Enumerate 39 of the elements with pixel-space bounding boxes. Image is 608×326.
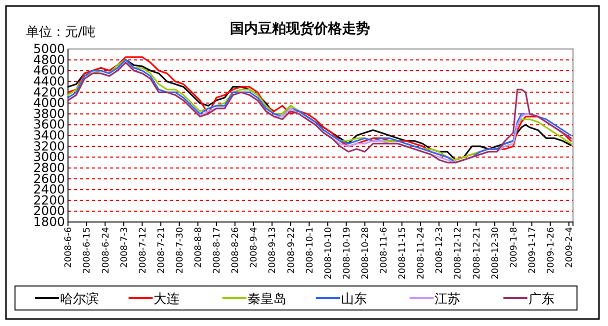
x-tick-label: 2008-8-8 [194,226,204,268]
x-tick-label: 2008-6-24 [101,226,112,274]
x-tick-label: 2008-12-21 [472,227,482,280]
x-tick-label: 2008-7-21 [156,227,167,274]
legend-label: 广东 [528,292,554,307]
x-tick-label: 2008-7-12 [138,227,148,274]
x-tick-label: 2008-12-12 [454,227,464,280]
x-tick-label: 2008-10-28 [360,226,371,280]
x-tick-label: 2008-11-24 [416,226,427,280]
x-tick-label: 2008-7-3 [120,227,130,268]
y-tick-label: 1800 [33,214,66,229]
x-tick-label: 2009-1-26 [546,226,556,274]
x-tick-label: 2009-1-17 [528,227,538,274]
chart-title: 国内豆粕现货价格走势 [230,21,370,37]
x-tick-label: 2008-11-15 [398,227,408,280]
x-tick-label: 2008-10-1 [305,227,316,274]
legend-label: 山东 [341,292,367,307]
x-tick-label: 2008-11-6 [380,226,390,274]
x-tick-label: 2008-9-13 [268,227,278,274]
y-axis-title: 单位：元/吨 [26,25,96,40]
x-tick-label: 2008-12-3 [435,227,446,274]
legend-label: 哈尔滨 [60,291,99,307]
x-tick-label: 2008-10-10 [324,226,334,280]
x-tick-label: 2008-12-30 [490,226,501,280]
x-tick-label: 2008-7-30 [175,226,186,274]
x-tick-label: 2008-9-22 [286,227,297,274]
x-tick-label: 2008-9-4 [250,226,260,268]
y-tick-label: 5000 [33,41,66,56]
x-tick-label: 2008-10-19 [342,226,352,280]
x-tick-label: 2008-8-26 [231,226,242,274]
x-tick-label: 2009-2-4 [565,226,576,268]
x-tick-label: 2009-1-8 [509,226,520,268]
x-tick-label: 2008-6-15 [82,227,93,274]
x-tick-label: 2008-6-6 [64,226,74,268]
legend-label: 江苏 [434,292,461,307]
x-tick-label: 2008-8-17 [212,227,223,274]
legend-label: 秦皇岛 [247,292,286,307]
legend-label: 大连 [154,292,180,307]
y-tick-label: 3400 [33,128,66,142]
